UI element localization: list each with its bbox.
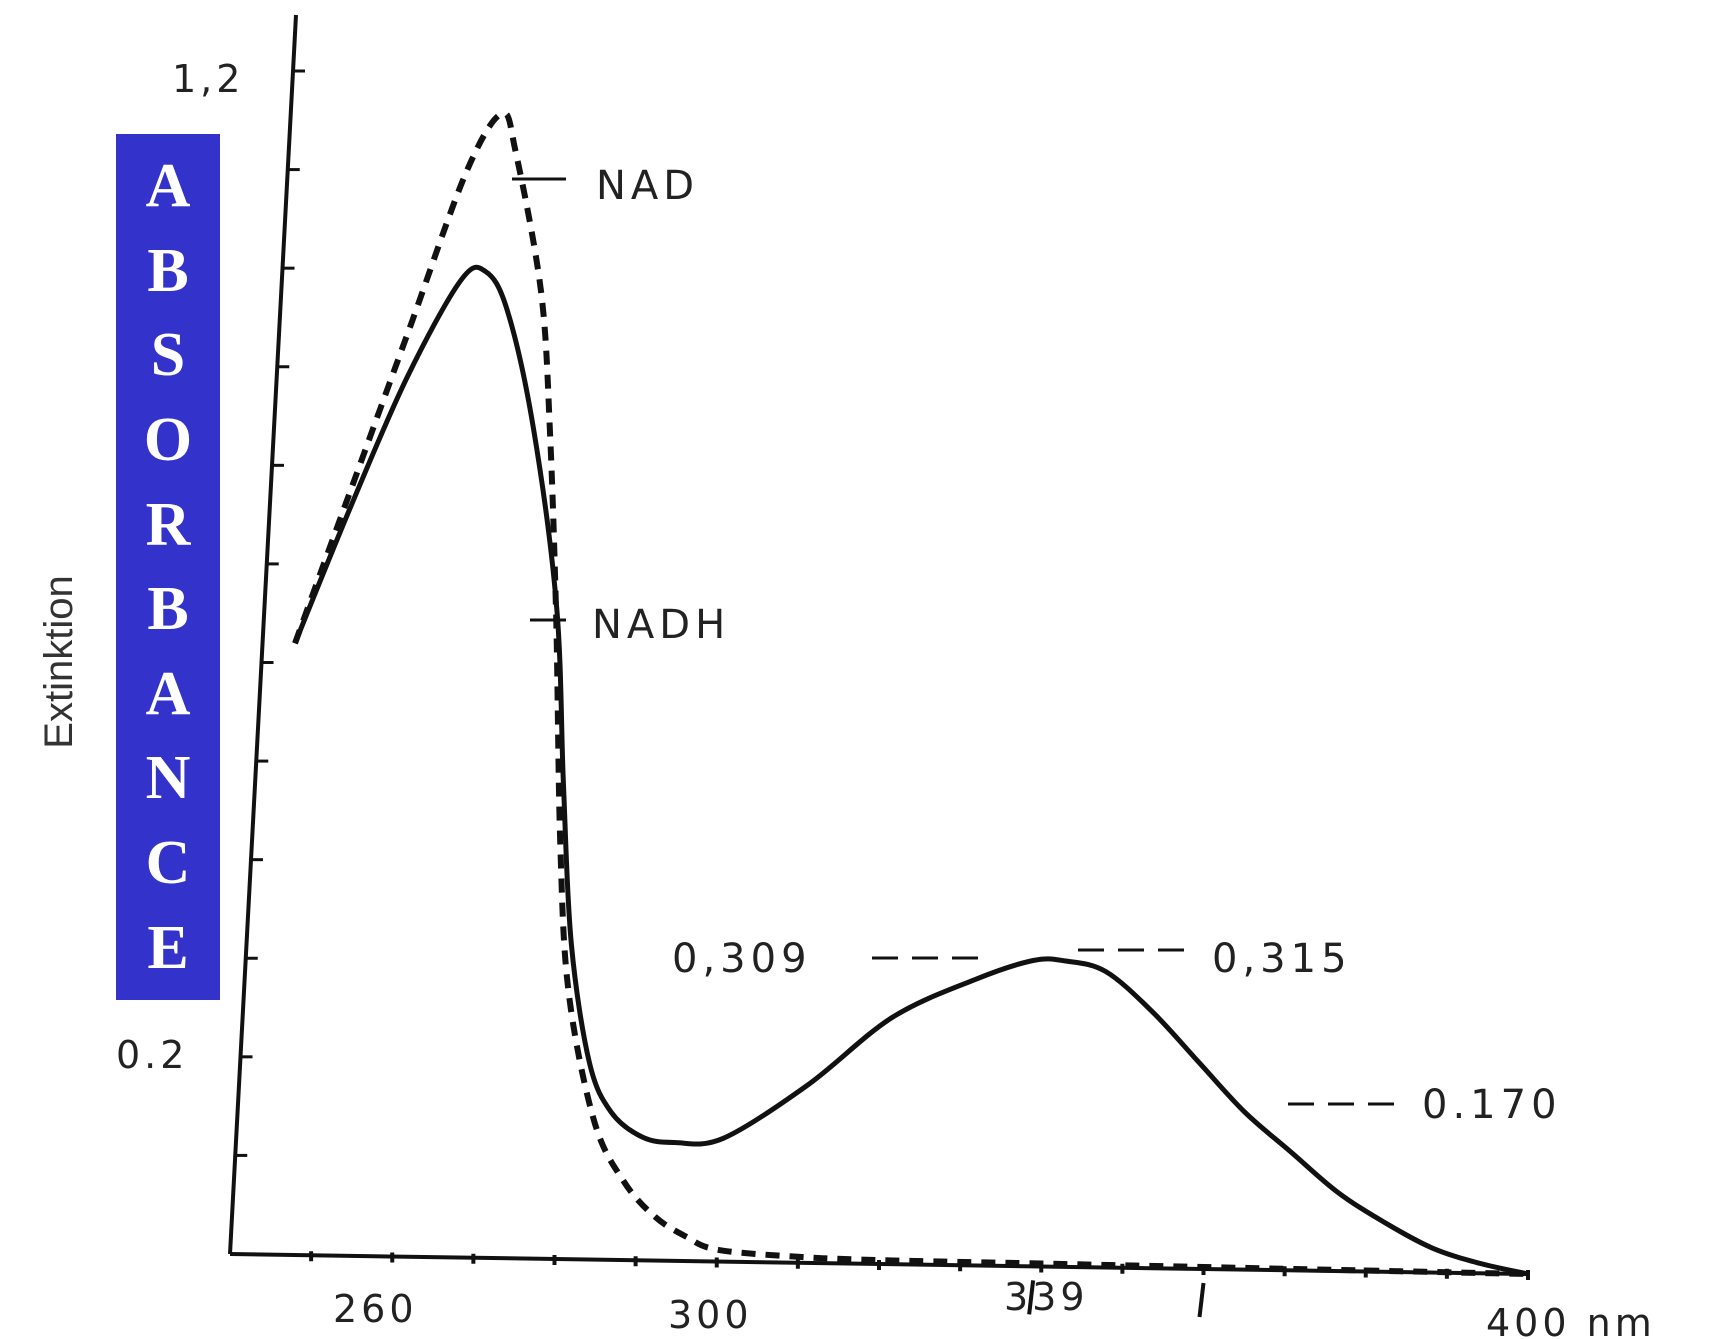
annotation-0-170: 0.170 <box>1422 1082 1562 1128</box>
x-marker-360 <box>1197 1282 1206 1318</box>
absorbance-letter: N <box>145 744 191 813</box>
x-tick-label-300: 300 <box>668 1293 753 1337</box>
absorbance-letter: O <box>143 406 193 475</box>
y-tick-label-0-2: 0.2 <box>116 1033 188 1077</box>
chart-series <box>292 110 1529 1277</box>
axis-tick-labels: 1,2 0.2 260 300 339 400 nm <box>116 57 1656 1339</box>
x-tick-label-339: 339 <box>1004 1275 1089 1319</box>
absorbance-letter: S <box>150 321 186 390</box>
y-tick-label-1-2: 1,2 <box>172 57 244 101</box>
absorbance-letter: C <box>145 829 191 898</box>
chart-annotations: NAD NADH 0,309 0,315 0.170 <box>512 163 1562 1128</box>
annotation-nadh: NADH <box>592 602 730 648</box>
x-tick-label-260: 260 <box>333 1287 418 1331</box>
absorbance-letter: R <box>145 490 191 559</box>
chart-axes <box>228 14 1529 1276</box>
annotation-0-309: 0,309 <box>672 936 812 982</box>
absorbance-letter: B <box>147 236 189 305</box>
absorbance-letter: E <box>147 913 189 982</box>
series-line-nadh <box>292 264 1529 1277</box>
annotation-0-315: 0,315 <box>1212 936 1352 982</box>
y-axis-line <box>228 14 298 1255</box>
series-line-nad <box>292 110 1529 1277</box>
absorbance-letter: A <box>145 659 191 728</box>
axis-ticks <box>235 69 1530 1318</box>
absorbance-letter: B <box>147 575 189 644</box>
x-marker-339 <box>1027 1280 1036 1315</box>
annotation-nad: NAD <box>596 163 699 209</box>
x-tick-label-400: 400 nm <box>1486 1301 1656 1339</box>
y-axis-label: Extinktion <box>37 575 81 748</box>
absorbance-letter: A <box>145 152 191 221</box>
